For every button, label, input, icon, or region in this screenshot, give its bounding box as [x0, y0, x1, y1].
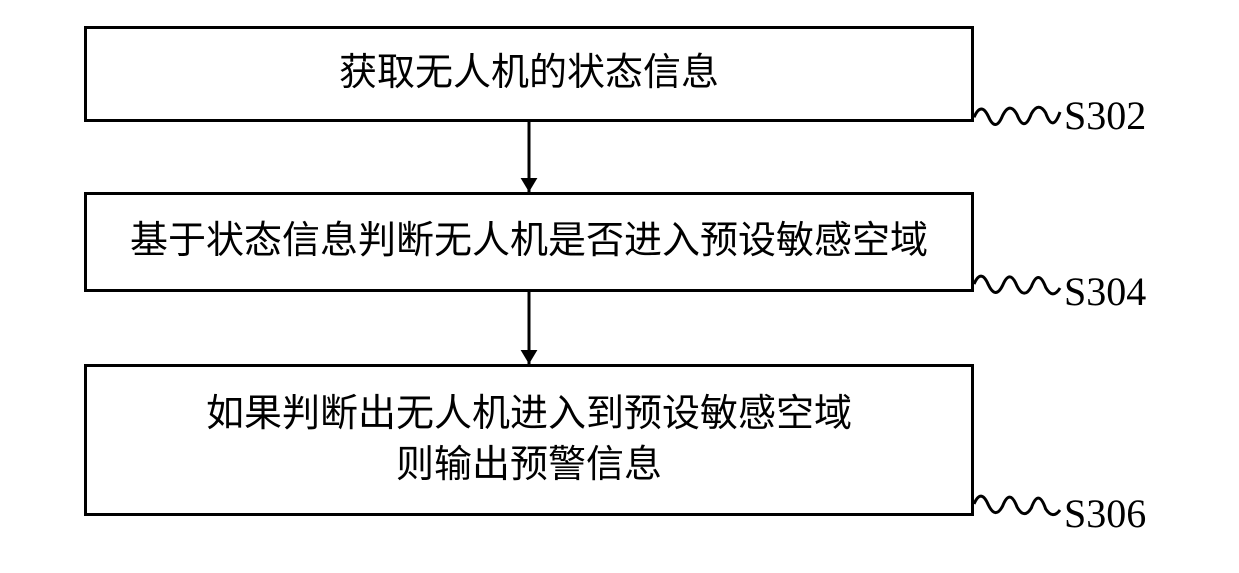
- flow-node-text: 基于状态信息判断无人机是否进入预设敏感空域: [130, 216, 928, 267]
- flow-node-s304: 基于状态信息判断无人机是否进入预设敏感空域: [84, 192, 974, 292]
- step-label-s304: S304: [1064, 268, 1146, 315]
- flow-node-text: 如果判断出无人机进入到预设敏感空域 则输出预警信息: [206, 389, 852, 492]
- step-label-s302: S302: [1064, 92, 1146, 139]
- flowchart-canvas: 获取无人机的状态信息 基于状态信息判断无人机是否进入预设敏感空域 如果判断出无人…: [0, 0, 1239, 573]
- step-label-text: S302: [1064, 93, 1146, 138]
- flow-node-s306: 如果判断出无人机进入到预设敏感空域 则输出预警信息: [84, 364, 974, 516]
- flow-node-text: 获取无人机的状态信息: [339, 48, 719, 99]
- step-label-text: S306: [1064, 491, 1146, 536]
- flow-node-s302: 获取无人机的状态信息: [84, 26, 974, 122]
- step-label-text: S304: [1064, 269, 1146, 314]
- step-label-s306: S306: [1064, 490, 1146, 537]
